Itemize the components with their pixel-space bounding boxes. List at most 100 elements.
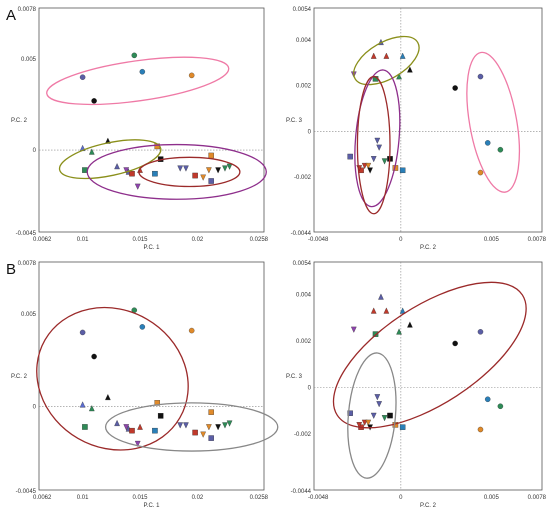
x-axis-label: P.C. 1 — [144, 503, 161, 509]
x-tick-label: 0.02 — [192, 495, 204, 501]
data-point-circle — [79, 329, 86, 336]
x-tick-label: 0.0078 — [528, 237, 547, 243]
plot-frame — [313, 261, 543, 491]
data-point-circle — [139, 68, 146, 75]
data-point-triangle-down — [134, 183, 141, 190]
data-point-triangle-up — [399, 52, 406, 59]
data-point-triangle-down — [222, 422, 228, 429]
y-tick-label: 0.005 — [21, 312, 37, 318]
x-tick-label: 0.02 — [192, 237, 204, 243]
data-point-circle — [91, 353, 97, 360]
data-point-square — [129, 170, 135, 177]
y-tick-label: 0.002 — [296, 84, 312, 90]
y-tick-label: 0.004 — [296, 293, 312, 299]
data-point-square — [387, 412, 393, 419]
data-point-triangle-up — [370, 307, 377, 314]
data-point-triangle-down — [376, 144, 382, 151]
data-point-triangle-up — [383, 307, 390, 314]
data-point-triangle-down — [200, 431, 206, 438]
data-point-circle — [91, 98, 97, 104]
y-tick-label: 0 — [33, 405, 37, 411]
x-tick-label: -0.0048 — [308, 495, 329, 501]
data-point-triangle-up — [88, 148, 95, 155]
data-point-triangle-down — [215, 167, 221, 174]
x-tick-label: 0 — [399, 237, 403, 243]
y-axis-label: P.C. 2 — [11, 374, 28, 380]
data-point-circle — [139, 324, 146, 330]
data-point-square — [208, 435, 214, 441]
data-point-square — [208, 152, 214, 159]
x-tick-label: 0.0258 — [250, 237, 269, 243]
group-ellipse — [46, 56, 230, 106]
y-axis-label: P.C. 3 — [286, 118, 303, 124]
data-point-circle — [477, 426, 484, 433]
data-point-square — [129, 427, 135, 434]
data-point-triangle-down — [123, 167, 130, 174]
y-axis-label: P.C. 2 — [11, 118, 28, 124]
x-tick-label: 0.005 — [484, 237, 500, 243]
data-point-triangle-up — [114, 419, 120, 427]
y-tick-label: 0.005 — [21, 57, 37, 63]
plot-b-pc1-pc2: 0.0062 0.01 0.015 0.02 0.0258 -0.0045 0 0.005 0.… — [11, 261, 279, 509]
group-ellipse — [347, 352, 397, 479]
y-tick-label: -0.002 — [294, 432, 312, 438]
plot-a-pc2-pc3: -0.0048 0 0.005 0.0078 -0.0044 -0.002 0 0.002 0.… — [286, 7, 547, 251]
plot-a-pc1-pc2: 0.0062 0.01 0.015 0.02 0.0258 -0.0045 0 0.005 0.… — [11, 7, 269, 251]
x-tick-label: 0.0078 — [528, 495, 547, 501]
x-axis-label: P.C. 2 — [420, 245, 437, 251]
data-point-triangle-up — [114, 163, 120, 170]
data-point-triangle-down — [200, 174, 206, 181]
data-point-triangle-up — [105, 393, 111, 401]
plot-frame — [38, 261, 265, 491]
data-point-triangle-down — [365, 419, 372, 426]
y-tick-label: -0.002 — [294, 175, 312, 181]
data-point-square — [347, 153, 353, 160]
data-point-triangle-down — [367, 167, 373, 174]
group-ellipse — [138, 156, 241, 188]
x-tick-label: 0.0258 — [250, 495, 269, 501]
data-point-square — [208, 409, 214, 415]
data-point-circle — [452, 340, 458, 347]
x-tick-label: 0.01 — [77, 237, 89, 243]
data-point-triangle-down — [222, 165, 228, 172]
data-point-triangle-up — [88, 405, 95, 412]
group-ellipse — [353, 35, 420, 86]
data-point-circle — [484, 396, 491, 403]
panel-label-a: A — [6, 7, 16, 24]
x-tick-label: 0.015 — [133, 237, 149, 243]
data-point-triangle-down — [183, 422, 189, 429]
panel-label-b: B — [6, 261, 16, 278]
data-point-square — [154, 400, 160, 406]
y-tick-label: 0.0054 — [293, 7, 312, 13]
x-tick-label: 0.0062 — [33, 495, 52, 501]
data-point-circle — [188, 327, 195, 334]
y-tick-label: 0 — [308, 386, 312, 392]
data-point-triangle-down — [134, 440, 141, 448]
x-tick-label: 0.005 — [484, 495, 500, 501]
y-tick-label: 0 — [308, 129, 312, 135]
data-point-square — [347, 410, 353, 416]
data-point-triangle-down — [370, 156, 377, 163]
y-tick-label: -0.0044 — [291, 489, 312, 495]
data-point-triangle-down — [381, 415, 388, 422]
data-point-circle — [79, 74, 86, 80]
data-point-triangle-up — [378, 293, 384, 300]
group-ellipse — [466, 51, 521, 193]
data-point-square — [157, 413, 164, 419]
x-tick-label: -0.0048 — [308, 237, 329, 243]
data-point-triangle-down — [381, 158, 388, 165]
data-point-triangle-down — [365, 162, 372, 170]
data-point-triangle-down — [376, 401, 382, 408]
y-tick-label: 0.004 — [296, 38, 312, 44]
data-point-triangle-down — [361, 419, 368, 426]
y-tick-label: -0.0045 — [16, 489, 37, 495]
data-point-triangle-up — [79, 401, 86, 408]
x-axis-label: P.C. 1 — [144, 245, 161, 251]
y-tick-label: 0 — [33, 148, 37, 154]
data-point-triangle-down — [370, 412, 377, 419]
plot-b-pc2-pc3: -0.0048 0 0.005 0.0078 -0.0044 -0.002 0 0.002 0.… — [286, 261, 547, 509]
data-point-triangle-down — [374, 394, 381, 401]
group-ellipse — [36, 306, 189, 451]
data-point-circle — [452, 85, 458, 91]
